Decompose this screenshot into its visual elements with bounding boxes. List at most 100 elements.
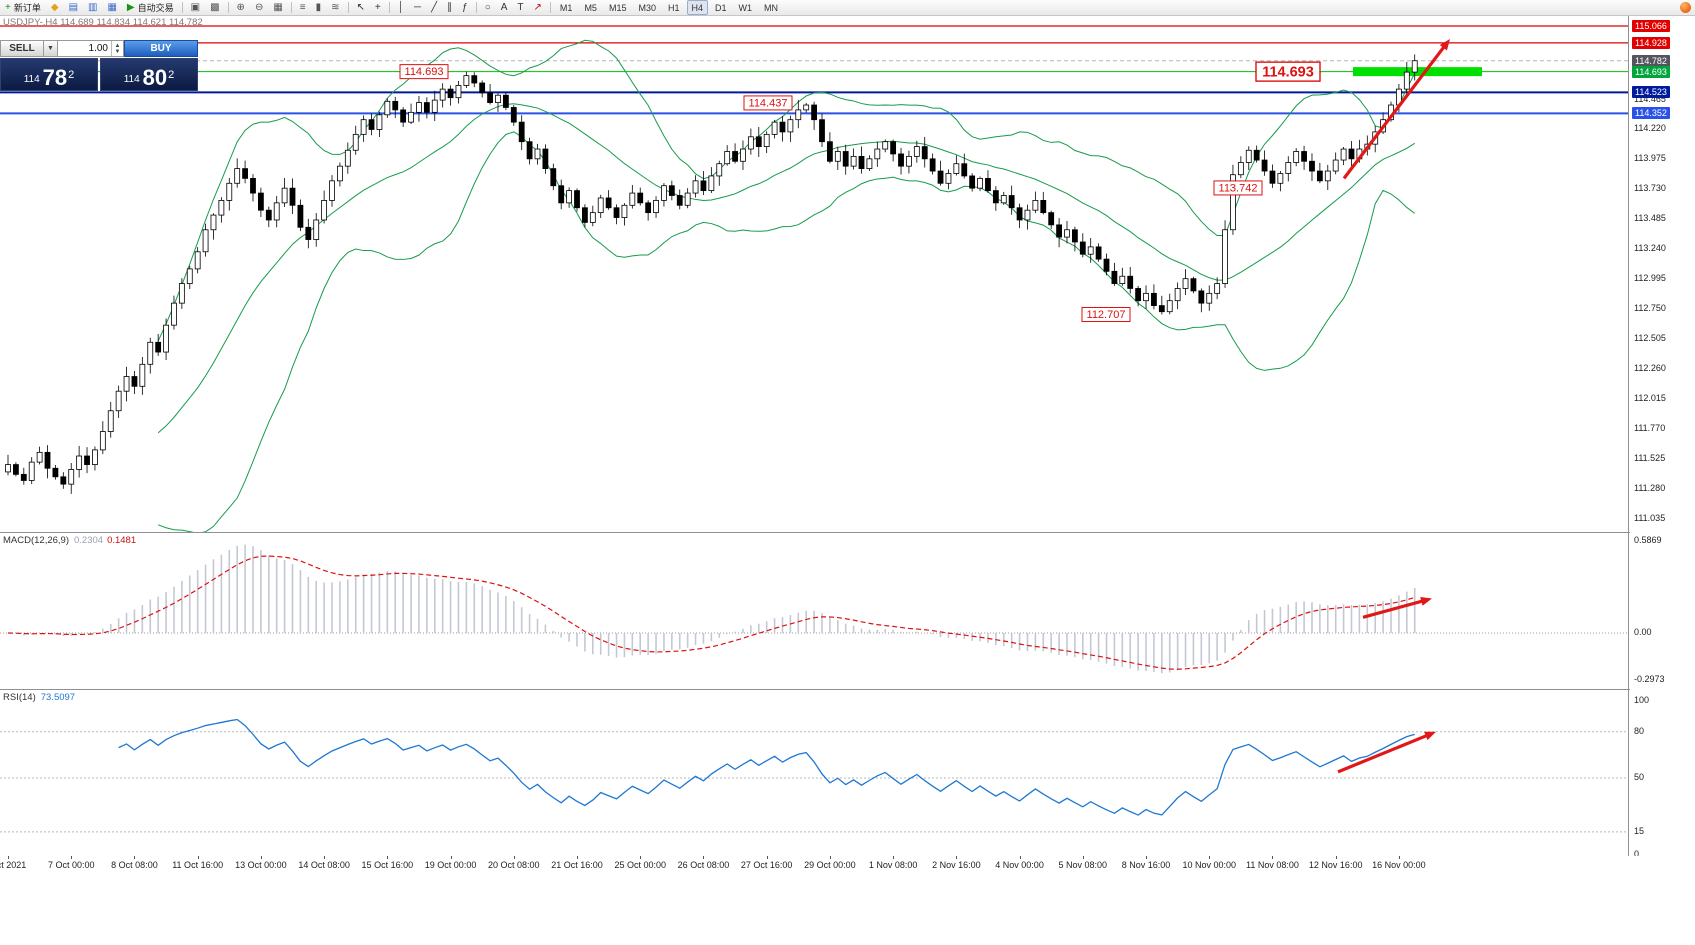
market-watch-icon-button[interactable]: ▤ — [65, 0, 82, 15]
panel-separator[interactable] — [0, 532, 1695, 533]
candle — [969, 175, 976, 189]
tile-windows-icon-button[interactable]: ▣ — [187, 0, 204, 15]
new-order-button[interactable]: + 新订单 — [1, 0, 45, 15]
cursor-icon-button[interactable]: ↖ — [353, 0, 369, 15]
candle — [1261, 159, 1268, 172]
spin-down-icon[interactable]: ▼ — [114, 48, 121, 55]
price-callout-114.693[interactable]: 114.693 — [399, 64, 449, 80]
label-icon-button[interactable]: T — [513, 0, 527, 15]
cascade-windows-icon-button[interactable]: ▩ — [206, 0, 223, 15]
candle — [139, 363, 146, 387]
candle — [1316, 170, 1323, 182]
arrows-icon-button[interactable]: ↗ — [530, 0, 546, 15]
navigator-icon-button[interactable]: ▦ — [103, 0, 120, 15]
candle — [234, 168, 241, 184]
timeframe-m5-button[interactable]: M5 — [584, 2, 597, 13]
auto-trading-icon: ▶ — [126, 1, 135, 13]
svg-text:114.437: 114.437 — [749, 97, 788, 109]
price-callout-114.437[interactable]: 114.437 — [743, 95, 793, 111]
one-click-trade-panel: SELL ▼ 1.00 ▲ ▼ BUY 114 78 2 114 80 2 — [0, 40, 198, 91]
channel-icon-button[interactable]: ∥ — [443, 0, 456, 15]
time-tick — [387, 856, 389, 859]
toolbar-separator — [290, 2, 292, 13]
price-level-label: 115.066 — [1632, 20, 1670, 32]
macd-main-value: 0.2304 — [74, 535, 104, 546]
timeframe-h1-button[interactable]: H1 — [667, 2, 680, 13]
price-callout-113.742[interactable]: 113.742 — [1213, 180, 1263, 196]
zoom-out-icon-button[interactable]: ⊖ — [251, 0, 267, 15]
volume-box: 1.00 ▲ ▼ — [58, 40, 124, 57]
svg-text:113.742: 113.742 — [1219, 182, 1258, 194]
timeframe-d1-button[interactable]: D1 — [715, 2, 727, 13]
trend-arrow[interactable] — [1337, 731, 1436, 774]
time-axis[interactable]: Oct 2021 7 Oct 00:00 8 Oct 08:00 11 Oct 16:… — [0, 856, 1695, 874]
candle — [1095, 246, 1102, 260]
text-icon-button[interactable]: A — [497, 0, 512, 15]
time-label: 27 Oct 16:00 — [740, 860, 793, 870]
candle — [1348, 148, 1355, 160]
main-chart[interactable]: 114.693 114.437 113.742 112.707 114.693 — [0, 15, 1628, 532]
candle — [550, 168, 557, 187]
time-label: 5 Nov 08:00 — [1058, 860, 1108, 870]
candle — [1008, 195, 1015, 209]
axis-tick-label: 113.730 — [1634, 183, 1666, 194]
zoom-in-icon-button[interactable]: ⊕ — [233, 0, 249, 15]
price-callout-112.707[interactable]: 112.707 — [1081, 307, 1131, 323]
trend-arrow[interactable] — [1342, 38, 1450, 180]
candle — [850, 155, 857, 167]
price-axis[interactable]: 114.465 114.220 113.975 113.730 113.485 113.2… — [1630, 15, 1695, 859]
candlestick-chart-icon-button[interactable]: ▮ — [312, 0, 326, 15]
trendline-icon-button[interactable]: ╱ — [427, 0, 441, 15]
ask-price-box[interactable]: 114 80 2 — [100, 58, 198, 91]
timeframe-m1-button[interactable]: M1 — [559, 2, 573, 13]
panel-separator[interactable] — [0, 689, 1695, 690]
time-label: 10 Nov 00:00 — [1182, 860, 1237, 870]
auto-trading-button[interactable]: ▶ 自动交易 — [123, 0, 178, 15]
candle — [1151, 292, 1157, 306]
bar-chart-icon-button[interactable]: ≡ — [296, 0, 310, 15]
time-label: 25 Oct 00:00 — [614, 860, 666, 870]
timeframe-w1-button[interactable]: W1 — [738, 2, 753, 13]
spin-up-icon[interactable]: ▲ — [114, 42, 121, 49]
shapes-icon-button[interactable]: ○ — [481, 0, 495, 15]
chart-shift-icon-button[interactable]: ◆ — [47, 0, 63, 15]
time-label: 7 Oct 00:00 — [47, 860, 95, 870]
candle — [629, 192, 636, 206]
candle — [155, 341, 162, 353]
ask-pip-digit: 2 — [168, 69, 175, 81]
rsi-panel[interactable] — [0, 690, 1628, 855]
bid-price-box[interactable]: 114 78 2 — [0, 58, 98, 91]
candle — [1000, 195, 1007, 204]
candle — [700, 180, 707, 192]
candle — [582, 207, 588, 223]
sell-button[interactable]: SELL — [0, 40, 44, 57]
crosshair-icon-button[interactable]: + — [371, 0, 385, 15]
trend-arrow[interactable] — [1362, 597, 1432, 619]
volume-stepper[interactable]: ▲ ▼ — [111, 41, 123, 56]
candle — [985, 177, 991, 192]
bid-pip-digit: 2 — [68, 69, 75, 81]
new-order-button-label: 新订单 — [13, 3, 41, 13]
candle — [834, 151, 841, 162]
line-chart-icon-button[interactable]: ≋ — [327, 0, 343, 15]
time-label: 20 Oct 08:00 — [488, 860, 540, 870]
horizontal-line-icon-button[interactable]: ─ — [410, 0, 425, 15]
timeframe-h4-button[interactable]: H4 — [686, 0, 709, 15]
axis-tick-label: 112.260 — [1634, 363, 1666, 374]
ask-prefix: 114 — [123, 74, 140, 85]
price-callout-114.693[interactable]: 114.693 — [1255, 61, 1321, 82]
candle — [368, 119, 375, 130]
timeframe-m15-button[interactable]: M15 — [608, 2, 627, 13]
grid-icon-button[interactable]: ▦ — [269, 0, 286, 15]
timeframe-m30-button[interactable]: M30 — [638, 2, 656, 13]
axis-tick-label: 112.750 — [1634, 303, 1666, 314]
vertical-line-icon-button[interactable]: │ — [394, 0, 408, 15]
sell-dropdown-icon[interactable]: ▼ — [44, 40, 58, 57]
macd-panel[interactable] — [0, 533, 1628, 688]
fibonacci-icon-button[interactable]: ƒ — [458, 0, 472, 15]
data-window-icon-button[interactable]: ▥ — [84, 0, 101, 15]
buy-button[interactable]: BUY — [124, 40, 198, 57]
time-tick — [640, 856, 642, 859]
volume-input[interactable]: 1.00 — [88, 43, 108, 54]
timeframe-mn-button[interactable]: MN — [764, 2, 779, 13]
